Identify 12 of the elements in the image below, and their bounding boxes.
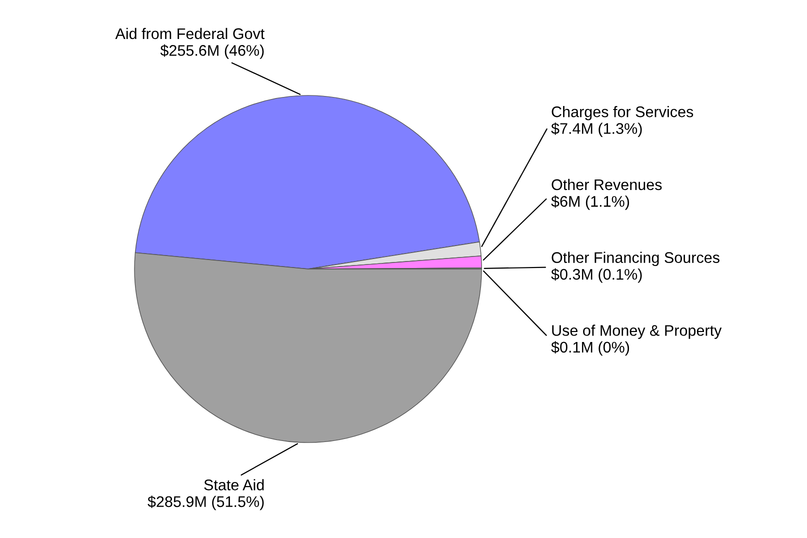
category-label: Use of Money & Property [552,324,722,339]
data-label: $0.3M (0.1%) [551,268,642,283]
slice-label: Other Revenues [552,178,662,190]
data-label: $7.4M (1.3%) [551,122,642,137]
data-label: $6M (1.1%) [551,195,630,210]
data-label: $255.6M (46%) [160,44,264,59]
text: $0.1M (0%) [551,341,630,356]
slice-label: Charges for Services [552,106,694,120]
slice-label: State Aid [204,479,264,490]
slice-label: Aid from Federal Govt [115,28,265,40]
slice-label: Other Financing Sources [552,252,720,266]
data-label: $285.9M (51.5%) [148,496,264,510]
